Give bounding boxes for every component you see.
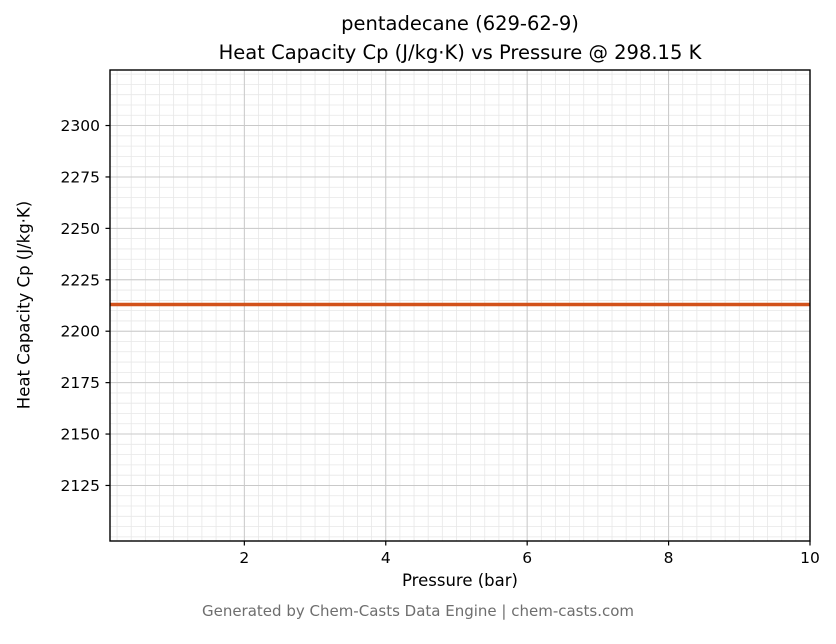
chart-title-line2: Heat Capacity Cp (J/kg·K) vs Pressure @ … — [218, 41, 702, 64]
y-tick-label: 2125 — [61, 477, 100, 495]
footer-credit: Generated by Chem-Casts Data Engine | ch… — [201, 602, 635, 620]
y-tick-label: 2200 — [61, 323, 100, 341]
x-tick-label: 6 — [522, 549, 532, 567]
x-tick-label: 4 — [381, 549, 391, 567]
y-tick-label: 2175 — [61, 374, 100, 392]
chart-title-line1: pentadecane (629-62-9) — [341, 12, 579, 35]
y-tick-label: 2150 — [61, 426, 100, 444]
y-tick-label: 2250 — [61, 220, 100, 238]
y-tick-label: 2225 — [61, 271, 100, 289]
x-tick-label: 2 — [239, 549, 249, 567]
y-tick-label: 2275 — [61, 168, 100, 186]
y-tick-label: 2300 — [61, 117, 100, 135]
chart-title: pentadecane (629-62-9) Heat Capacity Cp … — [110, 9, 810, 67]
plot-frame — [109, 69, 811, 542]
x-tick-label: 10 — [800, 549, 820, 567]
x-tick-label: 8 — [664, 549, 674, 567]
x-axis-label: Pressure (bar) — [402, 571, 518, 590]
